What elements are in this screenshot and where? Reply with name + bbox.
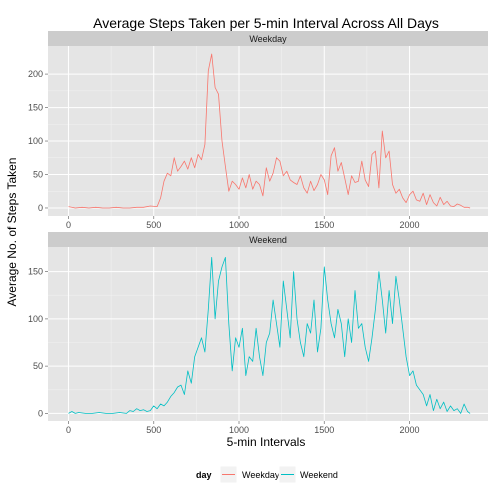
x-tick-label: 1000 (229, 220, 249, 230)
y-tick-label: 100 (28, 314, 43, 324)
x-tick-label: 2000 (400, 425, 420, 435)
legend-label-weekday: Weekday (242, 470, 280, 480)
series-line-weekend (68, 256, 471, 414)
y-tick-label: 150 (28, 103, 43, 113)
plot-area-weekday (48, 46, 488, 216)
legend-item-weekend: Weekend (278, 465, 338, 484)
x-tick-label: 500 (146, 425, 161, 435)
y-tick-label: 150 (28, 267, 43, 277)
y-tick-label: 100 (28, 136, 43, 146)
strip-weekday (48, 31, 488, 46)
x-tick-label: 1500 (314, 425, 334, 435)
x-axis-title: 5-min Intervals (227, 435, 306, 449)
series-line-weekday (68, 53, 471, 209)
legend-label-weekend: Weekend (300, 470, 338, 480)
legend: day Weekday Weekend (196, 465, 338, 484)
strip-weekend (48, 232, 488, 247)
x-tick-label: 1500 (314, 220, 334, 230)
y-tick-label: 200 (28, 69, 43, 79)
y-tick-label: 50 (33, 170, 43, 180)
x-tick-label: 0 (66, 425, 71, 435)
plot-area-weekend (48, 247, 488, 421)
x-tick-label: 500 (146, 220, 161, 230)
x-tick-label: 1000 (229, 425, 249, 435)
y-tick-label: 0 (38, 408, 43, 418)
legend-item-weekday: Weekday (219, 465, 280, 484)
strip-label-weekday: Weekday (249, 34, 287, 44)
y-tick-label: 50 (33, 361, 43, 371)
y-tick-label: 0 (38, 203, 43, 213)
legend-title: day (196, 470, 212, 480)
y-axis-title: Average No. of Steps Taken (5, 158, 19, 307)
x-tick-label: 2000 (400, 220, 420, 230)
x-tick-label: 0 (66, 220, 71, 230)
chart-title: Average Steps Taken per 5-min Interval A… (93, 15, 439, 31)
strip-label-weekend: Weekend (249, 235, 287, 245)
